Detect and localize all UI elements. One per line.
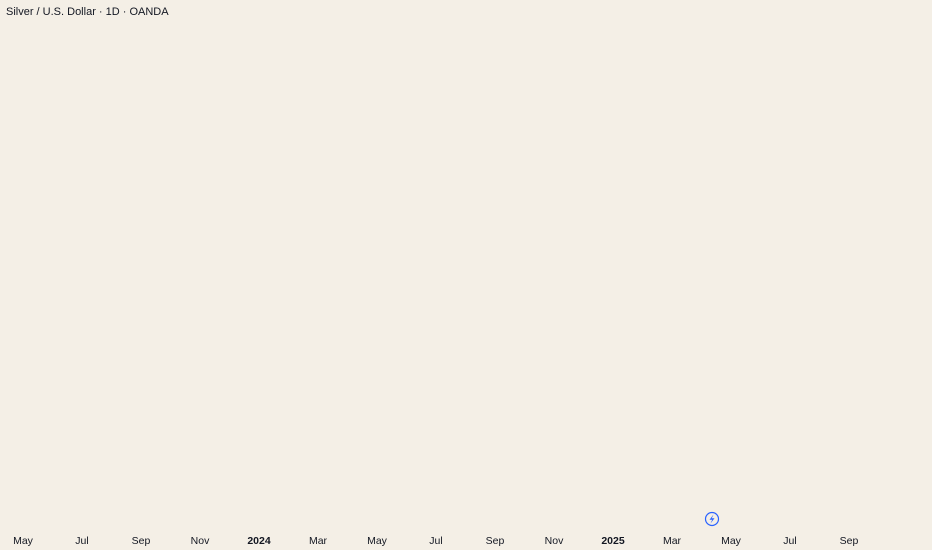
x-tick-label: Sep xyxy=(840,535,859,547)
x-tick-label: Jul xyxy=(75,535,88,547)
x-tick-label: Mar xyxy=(663,535,682,547)
x-tick-label: Mar xyxy=(309,535,328,547)
x-tick-label: Nov xyxy=(545,535,564,547)
x-tick-label: Jul xyxy=(429,535,442,547)
x-tick-label: Sep xyxy=(486,535,505,547)
x-tick-label: Nov xyxy=(191,535,210,547)
x-tick-label: Sep xyxy=(132,535,151,547)
x-tick-label: 2024 xyxy=(247,535,271,547)
x-tick-label: Jul xyxy=(783,535,796,547)
x-tick-label: May xyxy=(721,535,742,547)
lightning-icon[interactable] xyxy=(704,511,720,527)
x-tick-label: 2025 xyxy=(601,535,625,547)
chart-title: Silver / U.S. Dollar · 1D · OANDA xyxy=(6,6,169,18)
x-tick-label: May xyxy=(367,535,388,547)
x-tick-label: May xyxy=(13,535,34,547)
time-axis[interactable]: May Jul Sep Nov 2024 Mar May Jul Sep Nov 2025 Mar Ma… xyxy=(13,535,858,547)
